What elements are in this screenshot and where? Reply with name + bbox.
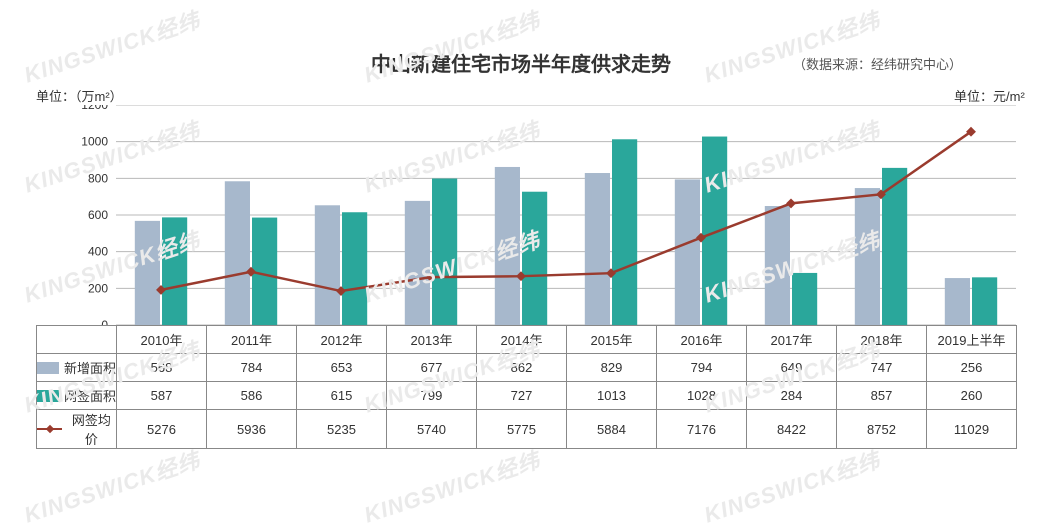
legend-label: 新增面积 <box>64 358 116 377</box>
data-cell: 799 <box>387 382 477 410</box>
data-cell: 7176 <box>657 410 747 449</box>
data-cell: 727 <box>477 382 567 410</box>
data-cell: 1013 <box>567 382 657 410</box>
data-cell: 5276 <box>117 410 207 449</box>
category-header: 2010年 <box>117 326 207 354</box>
watermark: KINGSWICK经纬 <box>700 442 884 529</box>
bar <box>585 173 610 325</box>
bar <box>405 201 430 325</box>
bar <box>135 221 160 325</box>
bar <box>342 212 367 325</box>
table-row: 网签面积58758661579972710131028284857260 <box>37 382 1017 410</box>
svg-text:0: 0 <box>101 318 108 325</box>
bar <box>855 188 880 325</box>
data-cell: 829 <box>567 354 657 382</box>
legend-cell: 网签均价 <box>37 410 117 449</box>
legend-cell: 新增面积 <box>37 354 117 382</box>
data-cell: 5740 <box>387 410 477 449</box>
bar <box>792 273 817 325</box>
bar <box>522 192 547 325</box>
bar <box>765 206 790 325</box>
data-table: 2010年2011年2012年2013年2014年2015年2016年2017年… <box>36 325 1017 449</box>
unit-right-label: 单位：元/m² <box>954 86 1025 105</box>
bar <box>225 181 250 325</box>
category-header: 2012年 <box>297 326 387 354</box>
combo-chart: 0200400600800100012004000500060007000800… <box>36 105 1016 325</box>
table-row: 新增面积568784653677862829794649747256 <box>37 354 1017 382</box>
data-cell: 587 <box>117 382 207 410</box>
table-row: 网签均价527659365235574057755884717684228752… <box>37 410 1017 449</box>
data-cell: 857 <box>837 382 927 410</box>
category-header: 2017年 <box>747 326 837 354</box>
bar <box>495 167 520 325</box>
category-header: 2019上半年 <box>927 326 1017 354</box>
legend-cell: 网签面积 <box>37 382 117 410</box>
svg-text:1000: 1000 <box>81 135 108 149</box>
bar <box>432 179 457 325</box>
bar <box>612 139 637 325</box>
data-cell: 649 <box>747 354 837 382</box>
line-series <box>161 132 971 291</box>
legend-label: 网签均价 <box>67 410 116 448</box>
data-cell: 784 <box>207 354 297 382</box>
data-cell: 677 <box>387 354 477 382</box>
watermark: KINGSWICK经纬 <box>360 442 544 529</box>
data-cell: 8752 <box>837 410 927 449</box>
data-cell: 5235 <box>297 410 387 449</box>
bar <box>315 205 340 325</box>
svg-text:1200: 1200 <box>81 105 108 112</box>
unit-left-label: 单位：（万m²） <box>36 86 123 105</box>
watermark: KINGSWICK经纬 <box>20 442 204 529</box>
legend-label: 网签面积 <box>64 386 116 405</box>
bar <box>972 277 997 325</box>
data-cell: 8422 <box>747 410 837 449</box>
data-cell: 568 <box>117 354 207 382</box>
category-header: 2011年 <box>207 326 297 354</box>
legend-header <box>37 326 117 354</box>
bar <box>945 278 970 325</box>
category-header: 2014年 <box>477 326 567 354</box>
svg-text:600: 600 <box>88 208 108 222</box>
data-cell: 11029 <box>927 410 1017 449</box>
data-cell: 615 <box>297 382 387 410</box>
bar <box>702 137 727 325</box>
category-header: 2013年 <box>387 326 477 354</box>
bar <box>162 217 187 325</box>
data-cell: 284 <box>747 382 837 410</box>
data-source: （数据来源：经纬研究中心） <box>793 54 962 73</box>
svg-text:400: 400 <box>88 245 108 259</box>
data-cell: 747 <box>837 354 927 382</box>
bar <box>675 179 700 325</box>
data-cell: 260 <box>927 382 1017 410</box>
category-header: 2018年 <box>837 326 927 354</box>
category-header: 2016年 <box>657 326 747 354</box>
data-cell: 5775 <box>477 410 567 449</box>
data-cell: 586 <box>207 382 297 410</box>
data-cell: 256 <box>927 354 1017 382</box>
category-header: 2015年 <box>567 326 657 354</box>
svg-text:800: 800 <box>88 171 108 185</box>
data-cell: 862 <box>477 354 567 382</box>
svg-text:200: 200 <box>88 281 108 295</box>
data-cell: 794 <box>657 354 747 382</box>
table-header-row: 2010年2011年2012年2013年2014年2015年2016年2017年… <box>37 326 1017 354</box>
data-cell: 5936 <box>207 410 297 449</box>
data-cell: 653 <box>297 354 387 382</box>
data-cell: 5884 <box>567 410 657 449</box>
bar <box>252 218 277 325</box>
data-cell: 1028 <box>657 382 747 410</box>
